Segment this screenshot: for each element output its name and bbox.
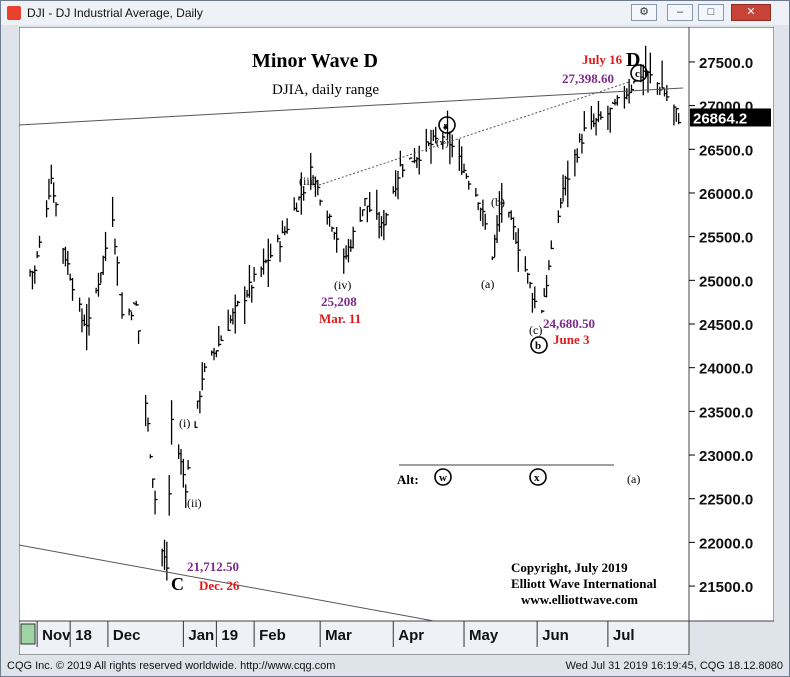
- window-title: DJI - DJ Industrial Average, Daily: [27, 6, 203, 20]
- wave-circle: [529, 468, 547, 486]
- copyright-line: Elliott Wave International: [511, 576, 657, 591]
- wave-circle: [434, 468, 452, 486]
- x-tick-label: Dec: [113, 627, 141, 644]
- copyright-line: www.elliottwave.com: [521, 592, 638, 607]
- annotation-label: C: [171, 574, 184, 594]
- app-icon: [7, 6, 21, 20]
- status-bar: CQG Inc. © 2019 All rights reserved worl…: [1, 658, 789, 676]
- time-axis: [18, 620, 690, 656]
- y-tick-label: 26000.0: [699, 186, 753, 203]
- y-tick-label: 27500.0: [699, 55, 753, 72]
- annotation-label: (c): [529, 323, 542, 337]
- close-button[interactable]: ✕: [731, 4, 771, 21]
- chart-title: Minor Wave D: [252, 50, 378, 72]
- wave-circle: [530, 336, 548, 354]
- lower-trendline: [18, 544, 435, 622]
- last-price-box: [690, 108, 771, 127]
- x-tick-label: Feb: [259, 627, 286, 644]
- annotation-label: (iv): [334, 278, 351, 292]
- annotation-label: 27,398.60: [562, 71, 614, 86]
- y-tick-label: 25500.0: [699, 230, 753, 247]
- x-tick-label: Jul: [613, 627, 635, 644]
- annotation-label: (v): [436, 137, 449, 149]
- wave-circle: [630, 64, 648, 82]
- status-timestamp: Wed Jul 31 2019 16:19:45, CQG 18.12.8080: [565, 660, 783, 672]
- title-bar[interactable]: DJI - DJ Industrial Average, Daily ⚙ – □…: [1, 1, 789, 25]
- price-chart: 27500.027000.026500.026000.025500.025000…: [18, 26, 775, 656]
- y-tick-label: 25000.0: [699, 273, 753, 290]
- x-tick-label: Nov: [42, 627, 71, 644]
- x-tick-label: 18: [75, 627, 92, 644]
- x-tick-label: Jun: [542, 627, 569, 644]
- settings-button[interactable]: ⚙: [631, 4, 657, 21]
- annotation-label: Alt:: [397, 472, 419, 487]
- last-price-label: 26864.2: [693, 110, 747, 127]
- y-tick-label: 23500.0: [699, 404, 753, 421]
- x-tick-label: May: [469, 627, 499, 644]
- wave-label: b: [535, 340, 541, 352]
- x-tick-label: Apr: [398, 627, 424, 644]
- wave-label: a: [443, 120, 449, 132]
- annotation-label: 21,712.50: [187, 559, 239, 574]
- y-tick-label: 24000.0: [699, 361, 753, 378]
- annotation-label: 24,680.50: [543, 316, 595, 331]
- plot-area: [18, 26, 690, 622]
- annotation-label: (a): [627, 472, 640, 486]
- annotation-label: (b): [491, 195, 505, 209]
- annotation-label: June 3: [553, 332, 590, 347]
- y-tick-label: 21500.0: [699, 579, 753, 596]
- annotation-label: (iii): [299, 174, 317, 188]
- maximize-button[interactable]: □: [698, 4, 724, 21]
- status-copyright: CQG Inc. © 2019 All rights reserved worl…: [7, 660, 336, 672]
- minimize-button[interactable]: –: [667, 4, 693, 21]
- wave-label: x: [534, 472, 540, 484]
- x-tick-label: 19: [221, 627, 238, 644]
- upper-trendline: [18, 87, 684, 126]
- wave-label: w: [439, 472, 447, 484]
- chart-subtitle: DJIA, daily range: [272, 82, 379, 98]
- wave-circle: [438, 116, 456, 134]
- annotation-label: (a): [481, 277, 494, 291]
- y-tick-label: 22500.0: [699, 492, 753, 509]
- y-tick-label: 23000.0: [699, 448, 753, 465]
- annotation-label: July 16: [582, 52, 623, 67]
- annotation-label: (i): [179, 416, 190, 430]
- y-tick-label: 26500.0: [699, 142, 753, 159]
- chart-area[interactable]: 27500.0 27000.0 26500.0 26000.0 25500.0 25000…: [18, 26, 775, 656]
- time-scroll-handle: [20, 623, 36, 645]
- wave-label: c: [635, 68, 640, 80]
- annotation-label: 25,208: [321, 294, 357, 309]
- y-tick-label: 24500.0: [699, 317, 753, 334]
- annotation-label: (ii): [187, 496, 202, 510]
- copyright-line: Copyright, July 2019: [511, 560, 628, 575]
- x-tick-label: Jan: [188, 627, 214, 644]
- annotation-label: Dec. 26: [199, 578, 240, 593]
- annotation-label: Mar. 11: [319, 311, 361, 326]
- x-tick-label: Mar: [325, 627, 352, 644]
- y-tick-label: 22000.0: [699, 535, 753, 552]
- dotted-trendline: [318, 81, 630, 186]
